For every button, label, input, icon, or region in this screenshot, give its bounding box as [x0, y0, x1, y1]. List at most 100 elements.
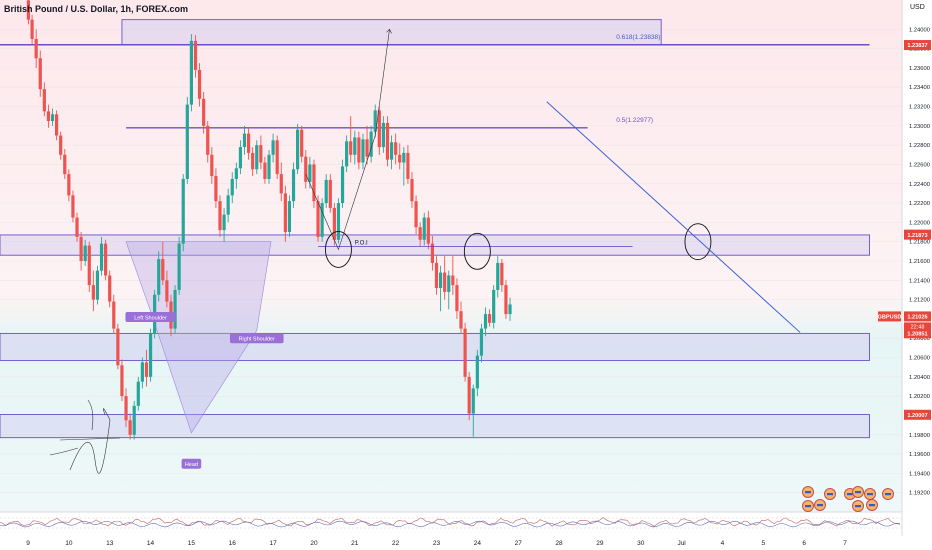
event-icons[interactable]	[802, 486, 894, 512]
candle-body[interactable]	[267, 154, 271, 179]
candle-body[interactable]	[206, 125, 210, 155]
candle-body[interactable]	[426, 217, 430, 244]
candle-body[interactable]	[210, 154, 214, 177]
candle-body[interactable]	[394, 142, 398, 155]
candle-body[interactable]	[259, 145, 263, 163]
candle-body[interactable]	[438, 272, 443, 289]
candle-body[interactable]	[67, 174, 71, 196]
candle-body[interactable]	[255, 145, 259, 170]
candle-body[interactable]	[251, 152, 255, 170]
candle-body[interactable]	[75, 217, 79, 237]
candle-body[interactable]	[279, 174, 283, 194]
candle-body[interactable]	[475, 355, 479, 389]
candle-body[interactable]	[385, 122, 390, 160]
candle-body[interactable]	[414, 201, 418, 228]
candle-body[interactable]	[369, 131, 373, 157]
candle-body[interactable]	[104, 243, 108, 276]
candle-body[interactable]	[173, 289, 177, 329]
candle-body[interactable]	[99, 243, 104, 271]
candle-body[interactable]	[34, 38, 38, 59]
candles[interactable]	[26, 0, 512, 440]
candle-body[interactable]	[443, 272, 447, 292]
candle-body[interactable]	[455, 285, 459, 312]
candle-body[interactable]	[508, 304, 512, 315]
candle-body[interactable]	[95, 270, 100, 300]
candle-body[interactable]	[496, 262, 500, 290]
candle-body[interactable]	[218, 201, 222, 231]
candle-body[interactable]	[234, 168, 238, 179]
candle-body[interactable]	[332, 207, 336, 240]
candle-body[interactable]	[492, 289, 496, 323]
candle-body[interactable]	[500, 262, 504, 286]
candle-body[interactable]	[345, 141, 349, 167]
candle-body[interactable]	[214, 176, 218, 202]
candle-body[interactable]	[226, 195, 230, 215]
candle-body[interactable]	[361, 139, 365, 163]
candle-body[interactable]	[144, 362, 149, 377]
candle-body[interactable]	[177, 243, 181, 290]
candle-body[interactable]	[165, 280, 169, 302]
candle-body[interactable]	[140, 362, 144, 382]
candle-body[interactable]	[353, 137, 357, 155]
candle-body[interactable]	[365, 139, 369, 157]
candle-body[interactable]	[197, 69, 202, 99]
candle-body[interactable]	[242, 133, 247, 148]
candle-body[interactable]	[459, 311, 463, 329]
candle-body[interactable]	[406, 152, 410, 179]
candle-body[interactable]	[300, 129, 304, 157]
candle-body[interactable]	[108, 275, 112, 302]
candle-body[interactable]	[312, 164, 316, 202]
candle-body[interactable]	[296, 129, 300, 170]
candle-body[interactable]	[271, 140, 275, 155]
candle-body[interactable]	[116, 328, 120, 366]
candle-body[interactable]	[504, 285, 508, 315]
candle-body[interactable]	[373, 110, 377, 132]
candle-body[interactable]	[42, 89, 46, 112]
candle-body[interactable]	[447, 275, 451, 292]
candle-body[interactable]	[189, 40, 193, 105]
candle-body[interactable]	[202, 98, 206, 126]
candle-body[interactable]	[287, 201, 292, 233]
candle-body[interactable]	[50, 114, 55, 122]
candle-body[interactable]	[222, 214, 226, 231]
candle-body[interactable]	[328, 179, 332, 208]
candle-body[interactable]	[488, 314, 492, 323]
candle-body[interactable]	[398, 154, 402, 163]
candle-body[interactable]	[357, 137, 361, 163]
candle-body[interactable]	[340, 166, 345, 204]
candle-body[interactable]	[193, 40, 198, 70]
candle-body[interactable]	[128, 420, 132, 435]
candle-body[interactable]	[79, 236, 83, 261]
candle-body[interactable]	[181, 178, 185, 244]
candle-body[interactable]	[120, 365, 124, 397]
candle-body[interactable]	[238, 147, 243, 169]
candle-body[interactable]	[410, 178, 414, 202]
candle-body[interactable]	[291, 169, 296, 202]
candle-body[interactable]	[418, 227, 422, 240]
candle-body[interactable]	[30, 19, 34, 39]
candle-body[interactable]	[46, 111, 51, 122]
candle-body[interactable]	[430, 243, 435, 263]
candle-body[interactable]	[283, 193, 287, 233]
candle-body[interactable]	[38, 58, 42, 90]
candle-body[interactable]	[479, 328, 484, 356]
candle-body[interactable]	[161, 259, 165, 281]
candle-body[interactable]	[451, 275, 455, 286]
candle-body[interactable]	[148, 333, 153, 377]
candle-body[interactable]	[157, 259, 161, 295]
candle-body[interactable]	[275, 140, 279, 175]
candle-body[interactable]	[316, 201, 320, 237]
candle-body[interactable]	[422, 217, 426, 240]
candle-body[interactable]	[349, 141, 353, 155]
candle-body[interactable]	[63, 154, 67, 175]
candle-body[interactable]	[26, 0, 31, 20]
candle-body[interactable]	[471, 388, 475, 414]
candle-body[interactable]	[304, 156, 308, 182]
candle-body[interactable]	[389, 142, 394, 160]
candle-body[interactable]	[91, 285, 95, 300]
candle-body[interactable]	[463, 328, 467, 377]
candle-body[interactable]	[87, 245, 91, 286]
candle-body[interactable]	[124, 396, 128, 421]
